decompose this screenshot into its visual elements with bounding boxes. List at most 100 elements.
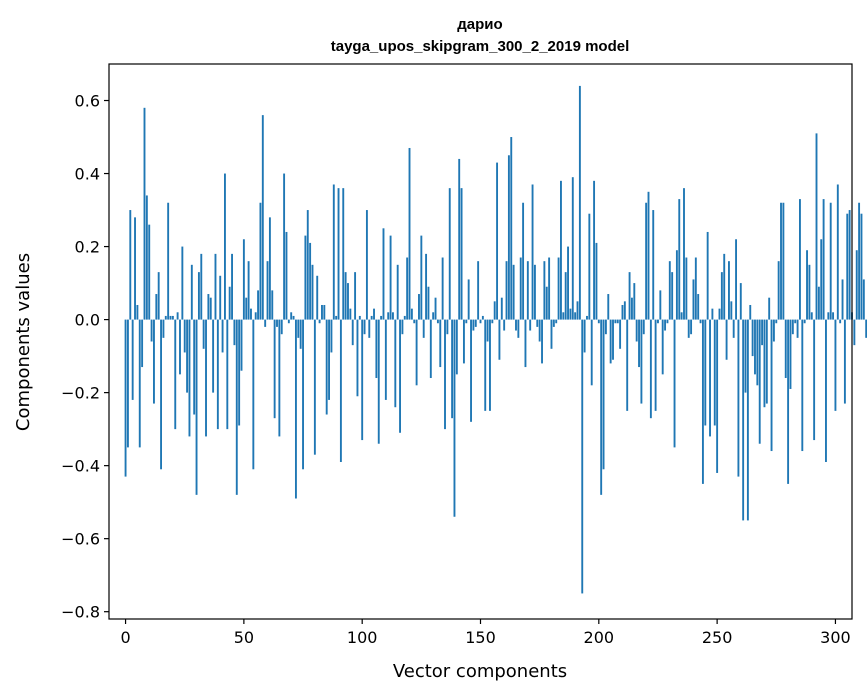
bar [240,319,243,371]
bar [616,319,619,324]
bar [789,319,792,389]
bar [432,312,435,320]
bar [600,319,603,495]
bar [791,319,794,335]
bar [489,319,491,411]
bar [195,319,198,495]
bar [302,319,304,470]
bar [787,319,790,484]
bar [224,173,226,320]
bar [541,319,543,364]
bar [642,319,645,335]
bar [832,312,835,320]
bar [410,308,413,320]
bar [519,257,522,320]
bar [799,199,801,320]
bar [481,315,484,320]
bar [389,235,392,320]
bar [673,319,676,448]
bar [533,264,536,320]
bar [735,239,737,320]
bar [141,319,144,368]
bar [694,257,697,320]
bar [628,272,631,320]
bar [306,210,309,320]
bar [429,319,432,379]
bar [460,188,463,320]
bar [422,319,425,338]
bar [316,275,319,320]
bar [604,319,607,335]
bar [294,319,297,499]
bar [226,319,229,430]
y-tick-label: 0.2 [75,238,100,257]
bar [401,319,404,335]
x-tick-label: 50 [234,628,254,647]
bar [363,319,366,335]
bar [453,319,456,517]
bar [193,319,196,415]
y-tick-label: −0.4 [61,457,100,476]
bar [803,319,806,324]
bar [545,286,548,320]
y-axis-label: Components values [13,253,34,431]
bar [242,239,245,320]
bar [758,319,761,444]
bar [595,242,598,320]
bar [304,235,307,320]
bar [668,261,671,320]
bar [183,319,186,353]
bar [754,319,756,375]
plot-frame [108,63,853,620]
bar [770,319,773,452]
bar [614,319,617,324]
bar [810,312,813,320]
x-tick-label: 0 [120,628,130,647]
x-tick-label: 300 [820,628,851,647]
bar [597,319,600,324]
y-tick-label: −0.2 [61,384,100,403]
bar [264,319,267,327]
bar [574,312,577,320]
bar [564,272,567,320]
bar [841,279,844,320]
bar [155,294,158,320]
bar [434,297,437,320]
y-tick-label: 0.0 [75,311,100,330]
bar [311,264,314,320]
bar [560,180,562,320]
bar [692,279,695,320]
bar [529,319,532,331]
axes-group: 0 50 100 150 200 250 300 −0.8 −0.6 −0.4 −0.2 0.0 0.2… [61,63,853,647]
bar [479,319,482,324]
bar [370,315,373,320]
bar [465,319,468,324]
bar [337,188,340,320]
bar [153,319,155,404]
bar [659,290,662,320]
x-tick-label: 200 [584,628,615,647]
bar [654,319,657,411]
bar [247,261,250,320]
bar [368,319,371,338]
bar [349,308,352,320]
bar [583,319,586,353]
bar [420,235,423,320]
bar [834,319,837,411]
bar [439,319,442,368]
bar [455,319,458,375]
bar [167,202,170,320]
bar [711,308,714,320]
bar [280,319,283,335]
bar [283,173,286,320]
bar [124,319,127,477]
bar [569,308,572,320]
bar [493,301,496,320]
bar [784,319,787,379]
bar [228,286,231,320]
bar [174,319,177,430]
bar [716,319,719,473]
bar [839,319,842,324]
bar [860,213,863,320]
bar [148,224,151,320]
